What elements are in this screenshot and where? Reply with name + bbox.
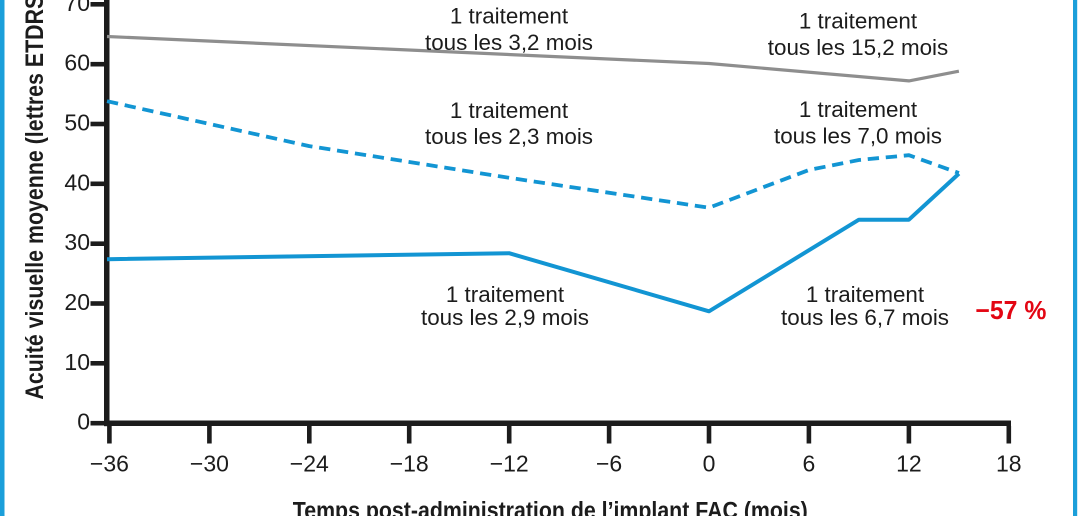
- svg-text:tous les 2,3 mois: tous les 2,3 mois: [425, 124, 593, 149]
- svg-text:0: 0: [77, 409, 90, 435]
- svg-text:6: 6: [803, 451, 816, 477]
- svg-text:−36: −36: [90, 451, 129, 477]
- svg-text:0: 0: [703, 451, 716, 477]
- svg-text:30: 30: [64, 229, 90, 255]
- svg-text:1 traitement: 1 traitement: [799, 8, 918, 33]
- svg-text:50: 50: [64, 110, 90, 136]
- svg-text:tous les 2,9 mois: tous les 2,9 mois: [421, 305, 589, 330]
- svg-text:1 traitement: 1 traitement: [799, 97, 918, 122]
- svg-text:20: 20: [64, 289, 90, 315]
- svg-text:40: 40: [64, 169, 90, 195]
- svg-text:60: 60: [64, 50, 90, 76]
- svg-text:−57 %: −57 %: [975, 297, 1046, 325]
- svg-text:−30: −30: [190, 451, 229, 477]
- svg-text:10: 10: [64, 349, 90, 375]
- svg-text:−6: −6: [596, 451, 622, 477]
- svg-text:−24: −24: [290, 451, 329, 477]
- svg-text:1 traitement: 1 traitement: [450, 4, 569, 29]
- svg-text:1 traitement: 1 traitement: [806, 282, 925, 307]
- svg-text:−12: −12: [490, 451, 529, 477]
- svg-text:1 traitement: 1 traitement: [446, 282, 565, 307]
- svg-text:Temps post-administration de l: Temps post-administration de l’implant F…: [293, 498, 808, 516]
- svg-text:tous les 6,7 mois: tous les 6,7 mois: [781, 305, 949, 330]
- svg-text:18: 18: [996, 451, 1022, 477]
- svg-text:70: 70: [64, 0, 90, 16]
- svg-text:tous les 15,2 mois: tous les 15,2 mois: [768, 35, 948, 60]
- svg-text:1 traitement: 1 traitement: [450, 98, 569, 123]
- svg-text:Acuité visuelle moyenne (lettr: Acuité visuelle moyenne (lettres ETDRS): [21, 0, 49, 400]
- svg-text:12: 12: [896, 451, 922, 477]
- svg-text:tous les 7,0 mois: tous les 7,0 mois: [774, 124, 942, 149]
- svg-text:tous les 3,2 mois: tous les 3,2 mois: [425, 30, 593, 55]
- svg-text:−18: −18: [390, 451, 429, 477]
